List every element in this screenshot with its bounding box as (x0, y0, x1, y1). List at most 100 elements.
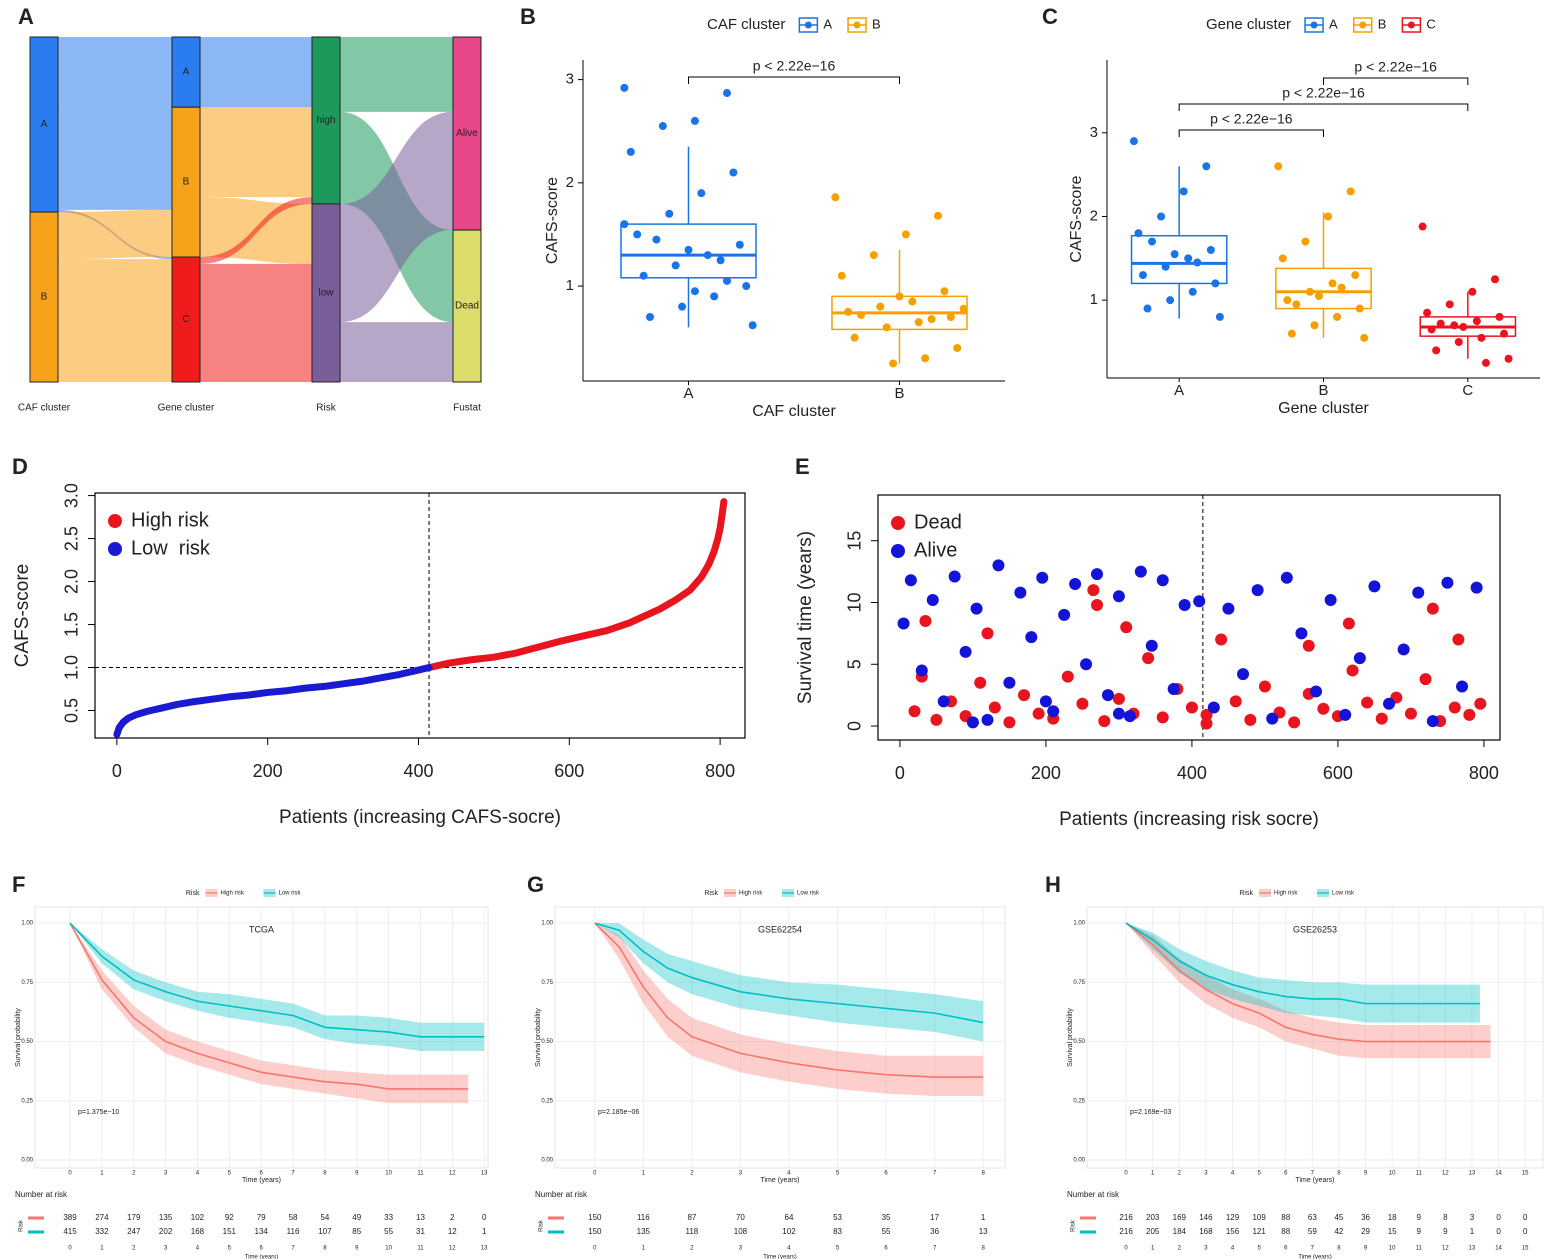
x-tick-label: 3 (164, 1171, 168, 1177)
survival-curve (594, 922, 984, 1024)
data-point (1061, 670, 1074, 683)
x-tick-label: 13 (1469, 1171, 1476, 1177)
sankey-node (29, 36, 59, 213)
y-tick-label: 0.50 (21, 1039, 33, 1045)
legend-label: B (1378, 16, 1387, 31)
x-tick-label: 7 (291, 1171, 295, 1177)
data-point (1470, 581, 1483, 594)
at-risk-count: 168 (191, 1227, 205, 1236)
data-point (981, 627, 994, 640)
data-point (1179, 187, 1188, 196)
at-risk-count: 13 (979, 1227, 988, 1236)
x-tick-label: 12 (1442, 1171, 1449, 1177)
data-point (981, 713, 994, 726)
at-risk-count: 274 (95, 1213, 109, 1222)
y-tick-label: 1.0 (62, 655, 82, 680)
data-point (690, 116, 699, 125)
y-axis-label: CAFS-score (544, 177, 561, 264)
data-point (1003, 676, 1016, 689)
data-point (919, 615, 932, 628)
data-point (1445, 300, 1454, 309)
data-point (1333, 312, 1342, 321)
data-point (837, 271, 846, 280)
at-risk-count: 150 (588, 1227, 602, 1236)
p-value-label: p=1.375e−10 (78, 1109, 119, 1116)
data-point (908, 297, 917, 306)
data-point (626, 147, 635, 156)
y-tick-label: 0.25 (541, 1098, 553, 1104)
data-point (1481, 358, 1490, 367)
data-point (716, 256, 725, 265)
sankey-node (171, 36, 201, 108)
legend-label: High risk (739, 891, 763, 897)
legend-label: High risk (1274, 891, 1298, 897)
table-x-axis-label: Time (years) (245, 1255, 278, 1259)
y-tick-label: 2 (1090, 207, 1098, 224)
data-point (620, 83, 629, 92)
sankey-node (452, 229, 482, 383)
at-risk-count: 54 (320, 1213, 329, 1222)
data-point (1328, 279, 1337, 288)
data-point (1200, 717, 1213, 730)
x-tick-label: 13 (481, 1171, 488, 1177)
data-point (876, 302, 885, 311)
x-tick-label: 3 (739, 1171, 743, 1177)
y-tick-label: 5 (845, 659, 865, 669)
legend-marker (891, 544, 905, 558)
box (620, 223, 757, 279)
data-point (966, 716, 979, 729)
legend-title: Risk (1239, 890, 1253, 897)
data-point (1018, 689, 1031, 702)
data-point (1148, 237, 1157, 246)
legend-marker (891, 516, 905, 530)
table-x-tick-label: 1 (642, 1246, 646, 1252)
at-risk-count: 205 (1146, 1227, 1160, 1236)
x-tick-label: 11 (417, 1171, 424, 1177)
x-tick-label: 200 (1031, 763, 1061, 783)
legend-label: Dead (914, 511, 962, 533)
data-point (1310, 321, 1319, 330)
table-x-tick-label: 7 (933, 1246, 937, 1252)
at-risk-count: 1 (482, 1227, 487, 1236)
confidence-band (1126, 923, 1480, 1023)
table-x-tick-label: 6 (1284, 1246, 1288, 1252)
at-risk-count: 1 (1470, 1227, 1475, 1236)
data-point (1351, 271, 1360, 280)
data-point (1184, 254, 1193, 263)
x-tick-label: 4 (787, 1171, 791, 1177)
legend-swatch (853, 21, 861, 29)
data-point (1452, 633, 1465, 646)
node-label: Dead (455, 301, 479, 312)
at-risk-count: 29 (1361, 1227, 1370, 1236)
x-tick-label: 2 (690, 1171, 694, 1177)
y-tick-label: 2 (566, 174, 574, 191)
data-point (690, 287, 699, 296)
legend-label: Alive (914, 539, 957, 561)
series-line (426, 498, 728, 672)
table-x-tick-label: 9 (1364, 1246, 1368, 1252)
table-x-tick-label: 6 (884, 1246, 888, 1252)
sankey-flow (200, 197, 312, 264)
data-point (1101, 689, 1114, 702)
data-point (1229, 695, 1242, 708)
data-point (988, 701, 1001, 714)
y-tick-label: 1.00 (1073, 921, 1085, 927)
at-risk-count: 53 (833, 1213, 842, 1222)
y-tick-label: 1.00 (541, 921, 553, 927)
at-risk-count: 134 (255, 1227, 269, 1236)
data-point (1211, 279, 1220, 288)
data-point (1292, 300, 1301, 309)
data-point (953, 343, 962, 352)
x-tick-label: 2 (1178, 1171, 1182, 1177)
table-x-tick-label: 11 (1416, 1246, 1423, 1252)
at-risk-count: 12 (448, 1227, 457, 1236)
data-point (1134, 229, 1143, 238)
at-risk-count: 415 (63, 1227, 77, 1236)
data-point (1138, 271, 1147, 280)
x-tick-label: B (894, 385, 904, 402)
data-point (1310, 685, 1323, 698)
table-y-label: Risk (1071, 1219, 1077, 1232)
at-risk-count: 179 (127, 1213, 141, 1222)
data-point (1206, 245, 1215, 254)
data-point (1288, 716, 1301, 729)
